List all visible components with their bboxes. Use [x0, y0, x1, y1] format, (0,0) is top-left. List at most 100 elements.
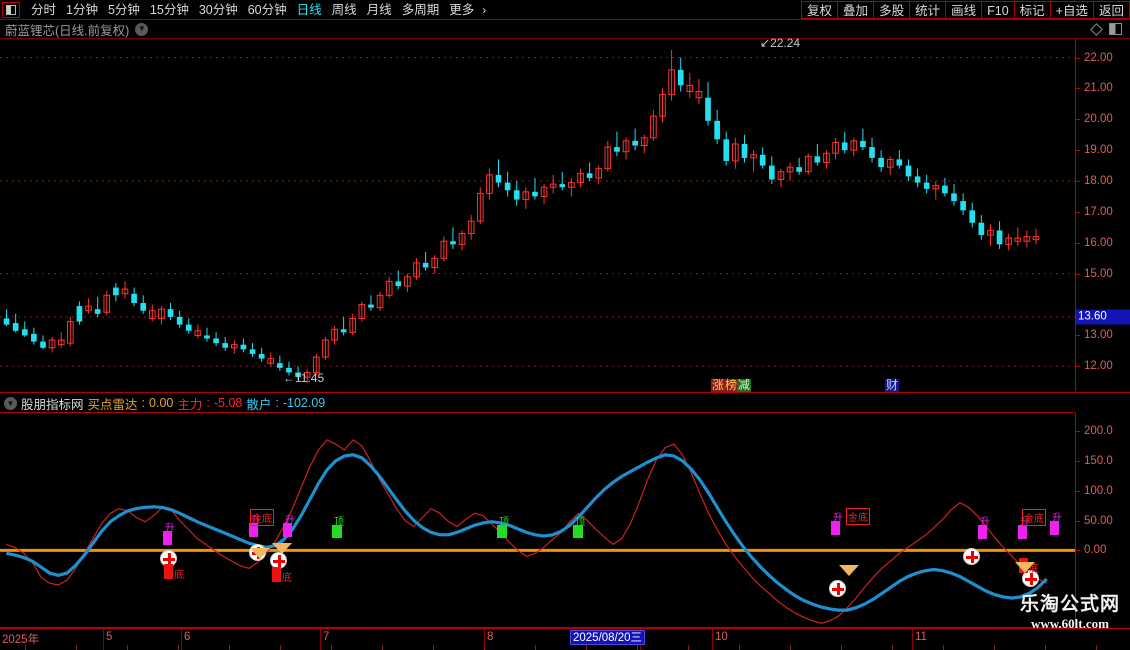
axis-tick — [1076, 211, 1080, 213]
period-tab-9[interactable]: 多周期 — [401, 2, 440, 17]
layout-panel-icon[interactable] — [2, 1, 20, 18]
indicator-tick-label: 50.00 — [1084, 514, 1113, 527]
indicator-chart-pane[interactable]: 升升升升升升升顶顶顶金底 金底 金底底底底 — [0, 413, 1075, 628]
chevron-down-icon[interactable]: ▼ — [4, 396, 17, 410]
date-minor-tick — [790, 645, 791, 650]
date-tick-label: 8 — [487, 631, 494, 643]
top-signal-label: 顶 — [499, 517, 509, 528]
toolbar-button-3[interactable]: 统计 — [909, 1, 946, 19]
date-tick-label: 10 — [715, 631, 728, 643]
period-tab-4[interactable]: 30分钟 — [198, 2, 238, 17]
price-tick-label: 12.00 — [1084, 360, 1113, 373]
event-marker[interactable]: 财 — [885, 378, 900, 392]
price-chart-pane[interactable] — [0, 39, 1075, 391]
diamond-signal-marker[interactable] — [250, 548, 270, 559]
panel-icon[interactable] — [1109, 23, 1122, 35]
indicator-y-axis: 200.0 150.0 100.0 50.00 0.00 — [1075, 413, 1130, 628]
chevron-down-icon[interactable]: ▼ — [135, 22, 149, 36]
rise-signal-box[interactable] — [249, 523, 258, 537]
diamond-icon[interactable] — [1090, 22, 1103, 36]
axis-tick — [1076, 366, 1080, 368]
diamond-signal-marker[interactable] — [839, 565, 859, 576]
period-tab-5[interactable]: 60分钟 — [247, 2, 287, 17]
price-tick-label: 15.00 — [1084, 267, 1113, 280]
gold-bottom-label[interactable]: 金底 — [250, 509, 274, 526]
period-tabs: 分时 1分钟 5分钟 15分钟 30分钟 60分钟 日线 周线 月线 多周期 更多 › — [26, 1, 489, 19]
toolbar-button-1[interactable]: 叠加 — [837, 1, 874, 19]
page-title: 蔚蓝锂芯(日线.前复权) — [5, 23, 130, 38]
price-tick-label: 16.00 — [1084, 236, 1113, 249]
pane-divider — [0, 392, 1130, 393]
indicator-bottom-border — [0, 627, 1075, 628]
rise-signal-box[interactable] — [1050, 521, 1059, 535]
toolbar-button-0[interactable]: 复权 — [801, 1, 838, 19]
indicator-source-name: 股朋指标网 — [21, 397, 84, 412]
indicator-chart — [0, 439, 1075, 624]
indicator-tick-label: 0.00 — [1084, 544, 1107, 557]
top-signal-box[interactable] — [497, 525, 507, 538]
price-tick-label: 19.00 — [1084, 144, 1113, 157]
toolbar-button-4[interactable]: 画线 — [945, 1, 982, 19]
date-tick — [484, 629, 485, 650]
date-minor-tick — [892, 645, 893, 650]
gold-bottom-label[interactable]: 金底 — [1022, 509, 1046, 526]
date-minor-tick — [76, 645, 77, 650]
buy-signal-circle[interactable] — [963, 548, 980, 565]
date-minor-tick — [739, 645, 740, 650]
rise-signal-box[interactable] — [163, 531, 172, 545]
buy-signal-circle[interactable] — [829, 580, 846, 597]
rise-signal-box[interactable] — [1018, 525, 1027, 539]
period-tab-10[interactable]: 更多 — [449, 2, 475, 17]
toolbar-button-7[interactable]: +自选 — [1049, 1, 1093, 19]
top-signal-box[interactable] — [332, 525, 342, 538]
toolbar-button-2[interactable]: 多股 — [873, 1, 910, 19]
diamond-signal-marker[interactable] — [272, 543, 292, 554]
axis-tick — [1076, 88, 1080, 90]
date-minor-tick — [229, 645, 230, 650]
axis-tick — [1076, 460, 1080, 462]
price-y-axis: 22.00 21.00 20.00 19.00 18.00 17.00 16.00 15.00… — [1075, 39, 1130, 391]
top-toolbar: 分时 1分钟 5分钟 15分钟 30分钟 60分钟 日线 周线 月线 多周期 更多 › 复权 叠加 多股统… — [0, 0, 1130, 20]
date-axis[interactable]: 2025年 5 6 7 8 10 11 2025/08/20三 — [0, 628, 1130, 650]
event-marker[interactable]: 涨 — [711, 378, 726, 392]
axis-tick — [1076, 242, 1080, 244]
bottom-signal-box[interactable] — [164, 564, 173, 579]
period-tab-2[interactable]: 5分钟 — [107, 2, 140, 17]
indicator-field-label: 买点雷达 — [87, 397, 138, 412]
rise-signal-box[interactable] — [283, 523, 292, 537]
toolbar-button-6[interactable]: 标记 — [1013, 1, 1050, 19]
bottom-signal-label: 底 — [282, 573, 292, 584]
axis-tick — [1076, 430, 1080, 432]
rise-signal-box[interactable] — [831, 521, 840, 535]
date-minor-tick — [994, 645, 995, 650]
date-tick — [181, 629, 182, 650]
rise-signal-label: 升 — [285, 515, 295, 526]
event-markers: 涨 榜 减 财 — [0, 379, 1075, 393]
toolbar-button-8[interactable]: 返回 — [1092, 1, 1130, 19]
rise-signal-label: 升 — [251, 515, 261, 526]
period-tab-7[interactable]: 周线 — [331, 2, 357, 17]
event-marker[interactable]: 减 — [737, 378, 752, 392]
period-tab-3[interactable]: 15分钟 — [149, 2, 189, 17]
gold-bottom-label[interactable]: 金底 — [846, 508, 870, 525]
date-minor-tick — [382, 645, 383, 650]
toolbar-button-5[interactable]: F10 — [981, 1, 1014, 19]
panel-glyph — [6, 4, 16, 15]
indicator-top-border — [0, 412, 1075, 413]
current-price-badge: 13.60 — [1076, 309, 1130, 325]
chevron-right-icon[interactable]: › — [482, 2, 487, 17]
diamond-signal-marker[interactable] — [1015, 562, 1035, 573]
period-tab-6[interactable]: 日线 — [296, 2, 322, 17]
period-tab-1[interactable]: 1分钟 — [66, 2, 98, 17]
date-tick-label: 7 — [323, 631, 330, 643]
event-marker[interactable]: 榜 — [724, 378, 739, 392]
indicator-field-label: 散户 — [246, 397, 272, 412]
date-tick-label: 11 — [915, 631, 927, 643]
period-tab-0[interactable]: 分时 — [31, 2, 57, 17]
top-signal-box[interactable] — [573, 525, 583, 538]
bottom-signal-box[interactable] — [272, 567, 281, 582]
rise-signal-box[interactable] — [978, 525, 987, 539]
date-minor-tick — [637, 645, 638, 650]
top-signal-label: 顶 — [575, 517, 585, 528]
period-tab-8[interactable]: 月线 — [366, 2, 392, 17]
